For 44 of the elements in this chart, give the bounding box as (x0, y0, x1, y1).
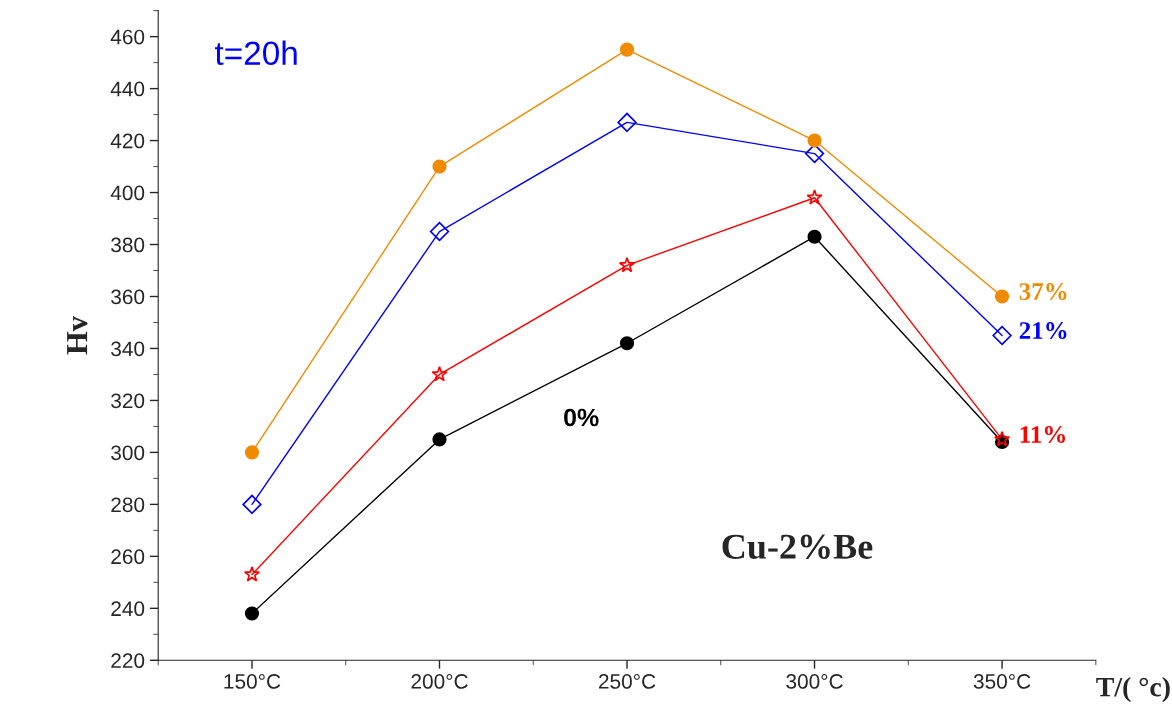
y-axis-title: Hv (67, 315, 88, 355)
point (429, 221, 450, 242)
point (619, 42, 635, 57)
point (807, 133, 822, 148)
annotation: t=20h (214, 40, 297, 66)
point (994, 289, 1010, 304)
series-label: 21% (1019, 322, 1067, 340)
series-label: 0% (564, 408, 599, 427)
y-tick-label: 220 (111, 653, 145, 669)
x-tick-label: 150°C (224, 674, 281, 689)
x-axis-title: T/( °c) (1096, 676, 1170, 703)
point (807, 229, 822, 244)
y-tick-label: 460 (110, 29, 145, 45)
point (431, 365, 448, 382)
x-tick-label: 350°C (973, 674, 1031, 689)
point (244, 445, 260, 460)
point (992, 325, 1012, 346)
y-tick-label: 400 (110, 185, 145, 201)
x-tick-label: 200°C (411, 674, 468, 689)
point (619, 336, 635, 351)
point (617, 112, 637, 133)
point (618, 256, 636, 273)
y-tick-label: 440 (110, 81, 145, 97)
point (244, 606, 260, 621)
point (806, 189, 823, 205)
y-tick-label: 380 (111, 237, 145, 253)
y-tick-label: 260 (111, 549, 145, 565)
point (993, 430, 1011, 447)
point (432, 432, 447, 447)
y-tick-label: 360 (111, 289, 145, 305)
series-label: 11% (1020, 426, 1066, 443)
x-tick-label: 300°C (786, 674, 843, 689)
point (432, 159, 447, 174)
y-tick-label: 240 (111, 601, 145, 617)
y-tick-label: 420 (110, 133, 145, 149)
y-tick-label: 280 (111, 497, 145, 513)
y-tick-label: 320 (111, 393, 145, 409)
annotation: Cu-2%Be (722, 534, 873, 560)
point (243, 566, 261, 582)
series-label: 37% (1019, 283, 1067, 301)
y-tick-label: 340 (111, 341, 145, 357)
y-tick-label: 300 (111, 445, 145, 461)
x-tick-label: 250°C (599, 674, 656, 689)
point (242, 494, 262, 515)
